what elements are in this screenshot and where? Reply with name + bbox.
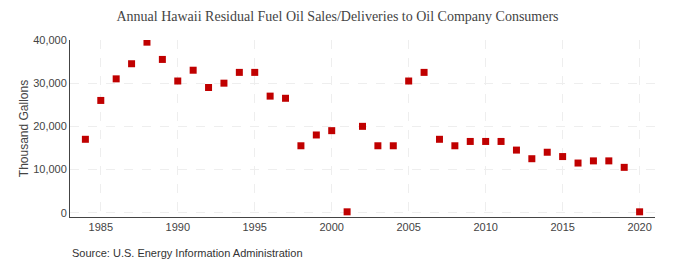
svg-text:0: 0 [61, 207, 67, 219]
svg-text:2015: 2015 [550, 221, 574, 233]
svg-text:2010: 2010 [473, 221, 497, 233]
svg-text:2005: 2005 [396, 221, 420, 233]
svg-text:1985: 1985 [89, 221, 113, 233]
svg-text:2000: 2000 [319, 221, 343, 233]
svg-text:Thousand Gallons: Thousand Gallons [17, 80, 31, 177]
svg-text:1990: 1990 [166, 221, 190, 233]
svg-text:Source: U.S. Energy Informatio: Source: U.S. Energy Information Administ… [72, 247, 303, 259]
svg-text:2020: 2020 [627, 221, 651, 233]
svg-text:1995: 1995 [242, 221, 266, 233]
svg-text:10,000: 10,000 [33, 163, 67, 175]
svg-text:30,000: 30,000 [33, 77, 67, 89]
svg-text:40,000: 40,000 [33, 34, 67, 46]
svg-text:20,000: 20,000 [33, 120, 67, 132]
svg-text:Annual Hawaii Residual Fuel Oi: Annual Hawaii Residual Fuel Oil Sales/De… [116, 9, 558, 24]
